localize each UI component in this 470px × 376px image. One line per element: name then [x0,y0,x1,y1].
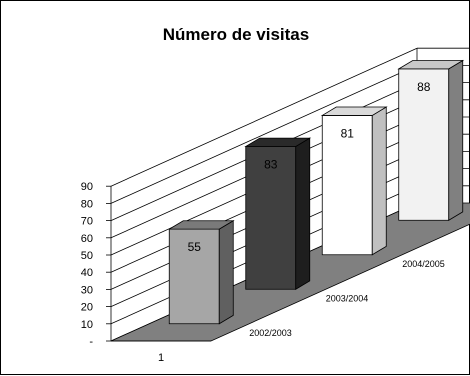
y-tick-label: 90 [81,181,93,193]
bar: 88 [397,59,465,221]
y-tick-label: 50 [81,250,93,262]
bar: 83 [244,137,312,290]
bar-series: 88 81 83 55 [167,59,465,325]
data-label: 83 [264,157,278,171]
y-tick-label: 40 [81,267,93,279]
bar-top [320,106,388,116]
data-label: 81 [341,126,355,140]
y-axis: - 10 20 30 40 50 60 70 80 90 [81,181,111,348]
x-tick-label: 1 [158,352,164,364]
bar-side [218,220,234,325]
data-label: 88 [417,80,431,94]
category-label: 2002/2003 [249,328,292,338]
chart-title: Número de visitas [163,25,309,44]
bar-side [448,59,464,221]
bar-side [295,137,311,290]
bar-top [397,60,465,70]
gridline [110,65,418,204]
bar-top [244,137,312,147]
category-label: 2004/2005 [402,259,445,269]
category-label: 2003/2004 [326,293,369,303]
y-tick-label: 30 [81,284,93,296]
bar-top [167,220,235,230]
bar: 81 [320,106,388,256]
data-label: 55 [188,240,202,254]
y-tick-label: 80 [81,198,93,210]
bar-side [371,106,387,256]
gridline [110,47,418,187]
y-tick-label: 70 [81,216,93,228]
y-tick-label: 10 [81,319,93,331]
bar: 55 [167,220,235,325]
y-tick-label: 60 [81,233,93,245]
y-tick-label: 20 [81,302,93,314]
y-tick-label: - [89,336,93,348]
